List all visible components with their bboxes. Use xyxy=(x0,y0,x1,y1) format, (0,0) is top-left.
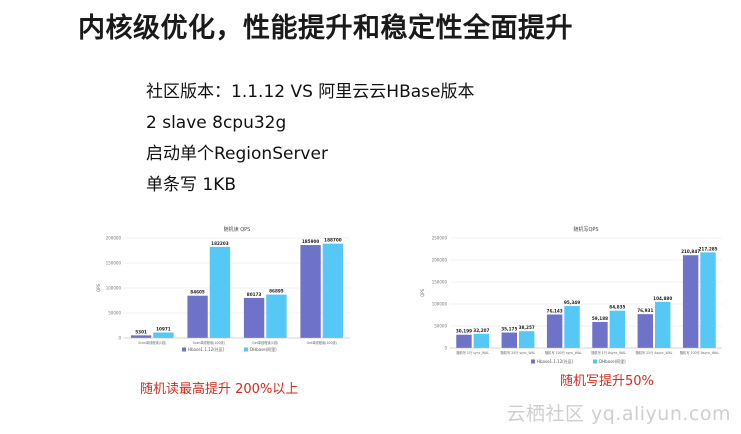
bar-value-label: 84605 xyxy=(190,290,205,295)
read-qps-chart: 随机读 QPS QPS 0 50000 100000 150000 200000 5301 10… xyxy=(96,224,356,354)
bar-value-label: 59,188 xyxy=(592,316,608,321)
chart-svg: 随机写QPS QPS 0 50000 100000 150000 200000 250000 3… xyxy=(420,226,722,364)
bar-value-label: 38,257 xyxy=(519,325,535,330)
bar-series-2 xyxy=(609,310,626,348)
bar-value-label: 95,349 xyxy=(564,300,580,305)
bar-series-1 xyxy=(187,295,208,338)
bar-series-2 xyxy=(473,333,490,348)
y-tick-label: 0 xyxy=(444,346,447,351)
bar-series-2 xyxy=(519,331,535,348)
bar-value-label: 188700 xyxy=(324,238,342,243)
bar-series-2 xyxy=(266,294,287,338)
bar-value-label: 76,143 xyxy=(547,308,563,313)
legend-label: DHbase(阿里) xyxy=(250,346,277,352)
x-tick-label: 随机写 25行 Async_WAL xyxy=(636,350,673,355)
bar-series-2 xyxy=(322,243,344,338)
y-tick-label: 100000 xyxy=(432,302,448,307)
bar-series-2 xyxy=(655,301,671,348)
y-tick-label: 100000 xyxy=(106,286,122,291)
y-tick-label: 50000 xyxy=(108,311,121,316)
chart-svg: 随机读 QPS QPS 0 50000 100000 150000 200000 5301 10… xyxy=(96,226,350,352)
y-tick-label: 150000 xyxy=(432,280,448,285)
legend-label: Hbase1.1.12(社区) xyxy=(537,358,574,364)
bar-value-label: 86895 xyxy=(269,289,284,294)
legend-label: DHbase(阿里) xyxy=(599,358,626,364)
bar-series-1 xyxy=(300,245,321,338)
bar-series-1 xyxy=(682,255,699,348)
bar-series-1 xyxy=(501,332,517,348)
bar-value-label: 84,835 xyxy=(609,305,625,310)
bullet-list: 社区版本：1.1.12 VS 阿里云云HBase版本 2 slave 8cpu3… xyxy=(146,78,474,202)
x-tick-label: 随机写 25行 sync_WAL xyxy=(501,350,536,355)
bar-value-label: 10971 xyxy=(156,327,171,332)
y-tick-label: 0 xyxy=(118,336,121,341)
bullet-versions: 社区版本：1.1.12 VS 阿里云云HBase版本 xyxy=(146,82,475,102)
y-tick-label: 50000 xyxy=(434,324,447,329)
watermark: 云栖社区 yq.aliyun.com xyxy=(506,403,731,425)
bullet-hardware: 2 slave 8cpu32g xyxy=(146,113,287,133)
bar-value-label: 5301 xyxy=(135,329,147,334)
bar-value-label: 76,931 xyxy=(637,308,653,313)
chart-title: 随机写QPS xyxy=(573,226,598,233)
bar-series-1 xyxy=(637,314,653,348)
bar-value-label: 35,175 xyxy=(501,327,517,332)
read-caption: 随机读最高提升 200%以上 xyxy=(140,382,299,397)
bar-series-2 xyxy=(700,252,716,348)
bar-series-1 xyxy=(243,297,265,338)
bar-series-1 xyxy=(592,321,608,348)
x-tick-label: Get单线程读(100线) xyxy=(307,340,337,345)
bar-value-label: 30,199 xyxy=(456,329,472,334)
bar-value-label: 210,847 xyxy=(681,249,700,254)
y-axis-label: QPS xyxy=(420,288,425,297)
x-tick-label: Scan单线程读(100线) xyxy=(193,340,225,345)
x-tick-label: Scan单线程读(1线) xyxy=(138,340,166,345)
bullet-write-size: 单条写 1KB xyxy=(146,175,237,195)
bullet-regionserver: 启动单个RegionServer xyxy=(146,144,328,164)
y-tick-label: 250000 xyxy=(432,236,448,241)
x-tick-label: Get单线程读(1线) xyxy=(252,340,278,345)
chart-title: 随机读 QPS xyxy=(224,226,251,233)
legend-swatch xyxy=(182,347,186,352)
legend-swatch xyxy=(593,359,597,364)
bar-series-2 xyxy=(209,246,231,338)
y-axis-label: QPS xyxy=(96,283,101,292)
x-tick-label: 随机写 100行 Async_WAL xyxy=(680,350,719,355)
bar-series-1 xyxy=(456,334,472,348)
y-tick-label: 200000 xyxy=(106,236,122,241)
bar-value-label: 217,285 xyxy=(699,246,718,251)
x-tick-label: 随机写 1行 sync_WAL xyxy=(456,350,489,355)
x-tick-label: 随机写 1行 Async_WAL xyxy=(591,350,626,355)
bar-value-label: 104,880 xyxy=(653,296,672,301)
bar-value-label: 182203 xyxy=(211,241,229,246)
bar-value-label: 80173 xyxy=(247,292,262,297)
bar-series-1 xyxy=(546,314,563,348)
y-tick-label: 200000 xyxy=(432,258,448,263)
legend-label: Hbase1.1.12(社区) xyxy=(188,346,225,352)
bar-series-2 xyxy=(564,306,580,348)
write-qps-chart: 随机写QPS QPS 0 50000 100000 150000 200000 250000 3… xyxy=(420,224,726,366)
slide-title: 内核级优化，性能提升和稳定性全面提升 xyxy=(78,13,573,44)
bar-series-2 xyxy=(153,332,174,338)
y-tick-label: 150000 xyxy=(106,261,122,266)
write-caption: 随机写提升50% xyxy=(560,374,654,389)
x-tick-label: 随机写 100行 sync_WAL xyxy=(545,350,582,355)
bar-series-1 xyxy=(130,335,152,338)
legend-swatch xyxy=(244,347,248,352)
legend-swatch xyxy=(531,359,535,364)
bar-value-label: 185900 xyxy=(302,239,320,244)
bar-value-label: 32,207 xyxy=(473,328,489,333)
